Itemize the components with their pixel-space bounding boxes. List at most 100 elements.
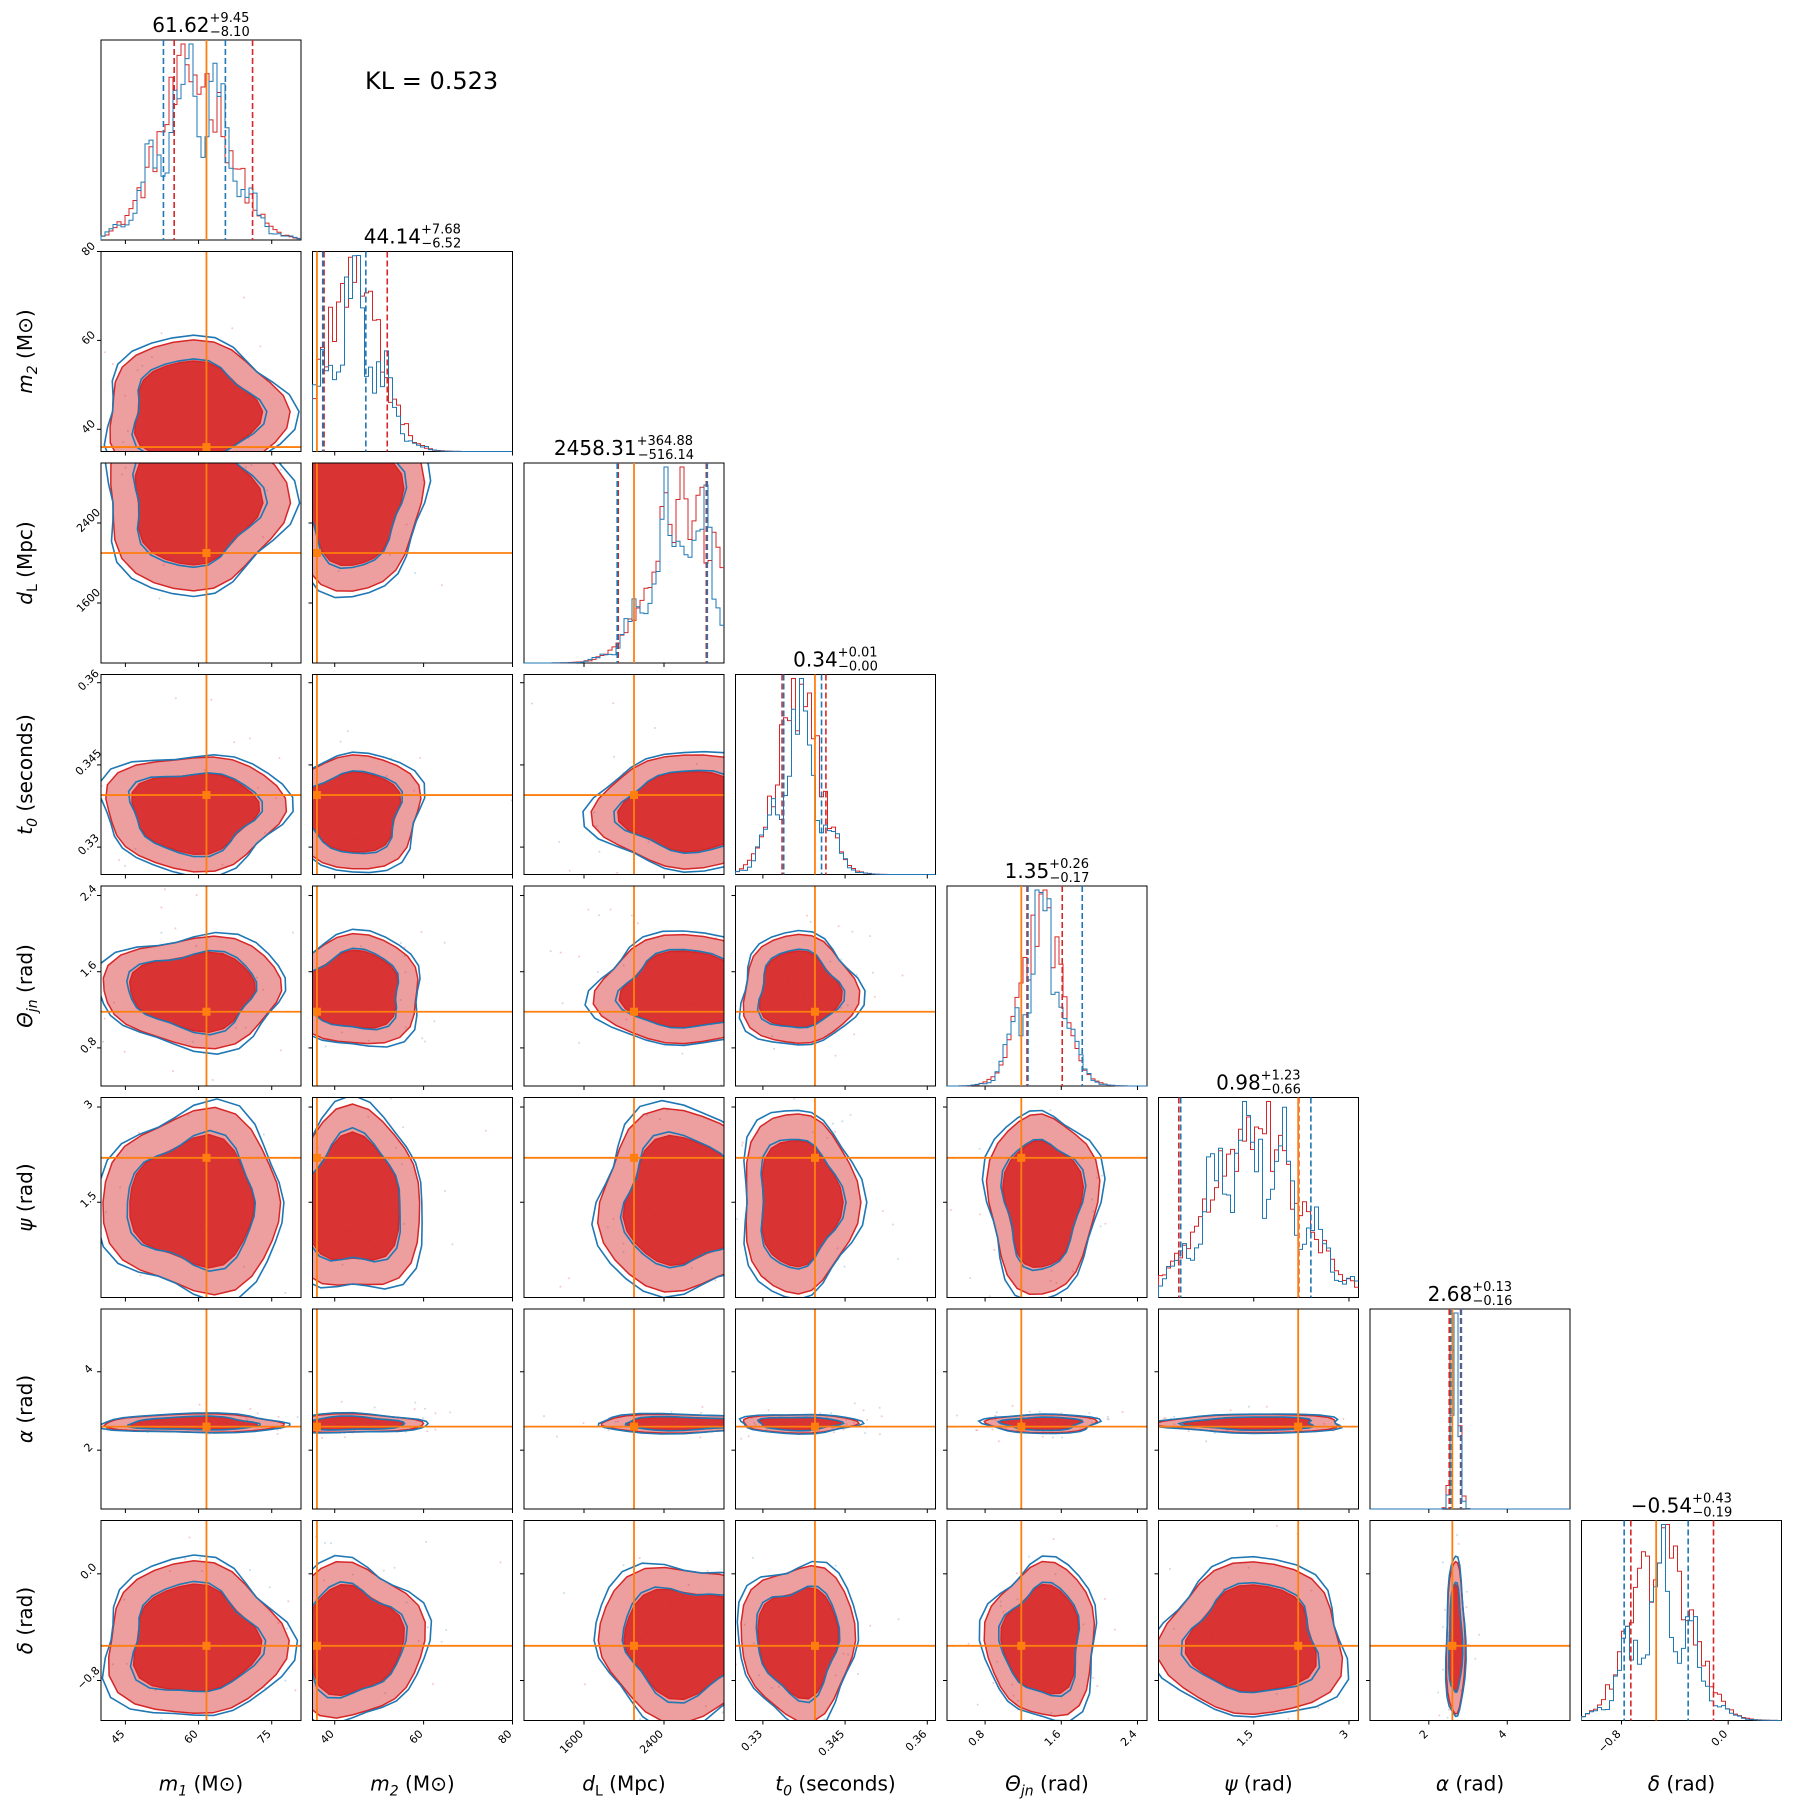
- contour-outer-b: [312, 463, 432, 599]
- contour-inner-b: [312, 1580, 409, 1699]
- joint-panel-alpha-delta: [1369, 1520, 1571, 1721]
- panel-frame: [523, 1097, 725, 1298]
- joint-panel-m2-delta: [312, 1520, 513, 1721]
- contour-inner-b: [619, 1130, 724, 1269]
- panel-title-delta: −0.54+0.43 −0.19: [1631, 1492, 1732, 1521]
- joint-panel-m1-delta: [100, 1520, 302, 1721]
- panel-frame: [735, 885, 936, 1087]
- truth-marker: [312, 1422, 321, 1431]
- panel-frame: [523, 674, 725, 875]
- contour-outer-b: [101, 1098, 285, 1298]
- panel-frame: [312, 462, 513, 664]
- joint-panel-m2-alpha: [312, 1308, 513, 1510]
- panel-frame: [312, 885, 513, 1087]
- truth-marker: [202, 1007, 211, 1016]
- truth-marker: [630, 1641, 638, 1650]
- y-tick-label: 2400: [74, 506, 103, 535]
- contour-inner-b: [125, 949, 258, 1036]
- x-tick-label: 0.8: [966, 1727, 988, 1749]
- contour-outer-b: [103, 334, 300, 452]
- contour-outer-b: [582, 750, 724, 874]
- panel-frame: [946, 885, 1148, 1087]
- x-tick-label: 75: [255, 1727, 274, 1746]
- y-tick-label: 4: [81, 1362, 95, 1376]
- truth-marker: [630, 791, 638, 800]
- y-axis-label-alpha: α (rad): [13, 1375, 37, 1443]
- panel-frame: [946, 1308, 1148, 1510]
- panel-frame: [523, 1520, 725, 1721]
- contour-outer-b: [593, 1562, 724, 1721]
- truth-marker: [1294, 1641, 1303, 1650]
- panel-frame: [1581, 1520, 1782, 1721]
- panel-frame: [735, 1520, 936, 1721]
- contour-inner-b: [127, 771, 264, 858]
- panel-frame: [523, 1308, 725, 1510]
- contour-outer-b: [312, 1097, 423, 1290]
- panel-frame: [100, 1520, 302, 1721]
- x-tick-label: 45: [108, 1727, 127, 1746]
- x-axis-label-alpha: α (rad): [1436, 1772, 1504, 1796]
- joint-panel-m1-psi: [100, 1097, 302, 1298]
- panel-title-t0: 0.34+0.01 −0.00: [793, 646, 878, 675]
- contour-outer-b: [977, 1413, 1103, 1435]
- contour-outer-b: [738, 1413, 865, 1435]
- panel-frame: [523, 885, 725, 1087]
- y-tick-label: 2: [81, 1441, 95, 1455]
- y-tick-label: 3: [81, 1097, 95, 1111]
- truth-marker: [202, 1422, 211, 1431]
- joint-panel-dL-theta: [523, 885, 725, 1087]
- joint-panel-m1-dL: [100, 462, 302, 664]
- panel-frame: [735, 1308, 936, 1510]
- panel-frame: [100, 674, 302, 875]
- x-tick-label: −0.8: [1596, 1727, 1624, 1755]
- panel-frame: [1369, 1520, 1571, 1721]
- y-axis-label-m2: m2 (M⊙): [13, 309, 41, 393]
- contour-outer-b: [584, 930, 724, 1047]
- truth-marker: [810, 1422, 819, 1431]
- contour-outer-b: [312, 751, 426, 874]
- x-axis-label-psi: ψ (rad): [1224, 1772, 1292, 1796]
- joint-panel-psi-delta: [1158, 1520, 1359, 1721]
- contour-inner-a: [312, 1131, 400, 1261]
- x-axis-label-dL: dL (Mpc): [582, 1772, 665, 1800]
- panel-title-m1: 61.62+9.45 −8.10: [152, 11, 249, 40]
- panel-frame: [100, 462, 302, 664]
- contour-inner-a: [617, 771, 724, 853]
- histogram-series-b: [312, 255, 513, 452]
- joint-panel-m2-theta: [312, 885, 513, 1087]
- x-axis-label-m2: m2 (M⊙): [370, 1772, 454, 1800]
- joint-panel-m2-dL: [312, 462, 513, 664]
- histogram-series-b: [524, 466, 724, 664]
- x-tick-label: 2400: [637, 1727, 666, 1756]
- y-tick-label: 2.4: [78, 882, 100, 904]
- joint-panel-m2-psi: [312, 1097, 513, 1298]
- contour-inner-a: [757, 1587, 840, 1700]
- contour-inner-b: [129, 1580, 267, 1693]
- contour-inner-b: [1447, 1581, 1464, 1694]
- contour-outer-b: [312, 928, 421, 1048]
- contour-inner-b: [312, 463, 408, 570]
- diag-panel-t0: 0.34+0.01 −0.00: [735, 646, 936, 875]
- contour-outer-b: [312, 1554, 433, 1721]
- contour-inner-b: [131, 358, 268, 452]
- histogram-series-b: [100, 43, 301, 240]
- contour-inner-b: [127, 1415, 261, 1431]
- truth-marker: [810, 1007, 819, 1016]
- joint-panel-m2-t0: [312, 674, 513, 875]
- y-tick-label: 0.0: [78, 1561, 100, 1583]
- panel-frame: [100, 885, 302, 1087]
- contour-outer-b: [981, 1109, 1106, 1298]
- joint-panel-m1-alpha: [100, 1308, 302, 1510]
- panel-frame: [946, 1097, 1148, 1298]
- contour-outer-b: [104, 463, 301, 598]
- x-tick-label: 60: [407, 1727, 426, 1746]
- panel-frame: [100, 251, 302, 452]
- contour-inner-b: [1000, 1138, 1087, 1272]
- y-tick-label: 0.8: [78, 1035, 100, 1057]
- contour-outer-b: [743, 1109, 868, 1298]
- joint-panel-m1-theta: [100, 885, 302, 1087]
- x-tick-label: 1.5: [1234, 1727, 1256, 1749]
- panel-title-m2: 44.14+7.68 −6.52: [364, 223, 461, 252]
- panel-frame: [100, 1097, 302, 1298]
- contour-inner-b: [312, 1415, 406, 1431]
